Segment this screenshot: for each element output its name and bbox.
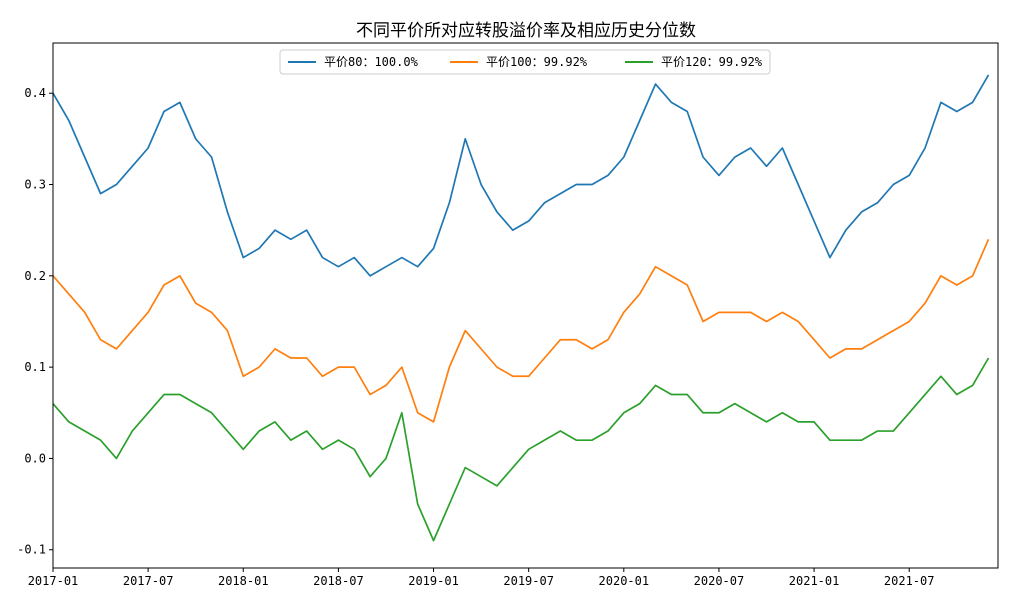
legend-entry-0[interactable]: 平价80：100.0% — [288, 55, 419, 69]
legend[interactable]: 平价80：100.0% 平价100：99.92% 平价120：99.92% — [279, 49, 771, 75]
series-line-1 — [52, 238, 990, 423]
plot-frame — [52, 42, 999, 569]
plot-area — [52, 74, 990, 542]
y-tick-label: 0.3 — [24, 178, 46, 192]
series-line-2 — [52, 357, 990, 542]
x-tick-label: 2018-01 — [218, 574, 269, 588]
axes: 2017-01 2017-07 2018-01 2018-07 2019-01 2019-… — [17, 86, 934, 588]
x-tick-label: 2019-01 — [408, 574, 459, 588]
x-tick-label: 2019-07 — [503, 574, 554, 588]
y-tick-label: -0.1 — [17, 543, 46, 557]
legend-entry-2[interactable]: 平价120：99.92% — [625, 55, 763, 69]
series-line-0 — [52, 74, 990, 277]
y-tick-label: 0.0 — [24, 451, 46, 465]
chart-title: 不同平价所对应转股溢价率及相应历史分位数 — [356, 21, 696, 41]
legend-box — [279, 49, 771, 75]
x-tick-label: 2020-07 — [694, 574, 745, 588]
legend-label: 平价120：99.92% — [661, 55, 763, 69]
y-tick-label: 0.2 — [24, 269, 46, 283]
x-tick-label: 2018-07 — [313, 574, 364, 588]
x-tick-label: 2017-07 — [123, 574, 174, 588]
y-tick-label: 0.4 — [24, 86, 46, 100]
legend-entry-1[interactable]: 平价100：99.92% — [450, 55, 588, 69]
legend-label: 平价100：99.92% — [486, 55, 588, 69]
y-tick-label: 0.1 — [24, 360, 46, 374]
x-tick-label: 2017-01 — [28, 574, 79, 588]
legend-label: 平价80：100.0% — [324, 55, 419, 69]
x-tick-label: 2021-07 — [884, 574, 935, 588]
x-tick-label: 2021-01 — [789, 574, 840, 588]
x-tick-label: 2020-01 — [599, 574, 650, 588]
